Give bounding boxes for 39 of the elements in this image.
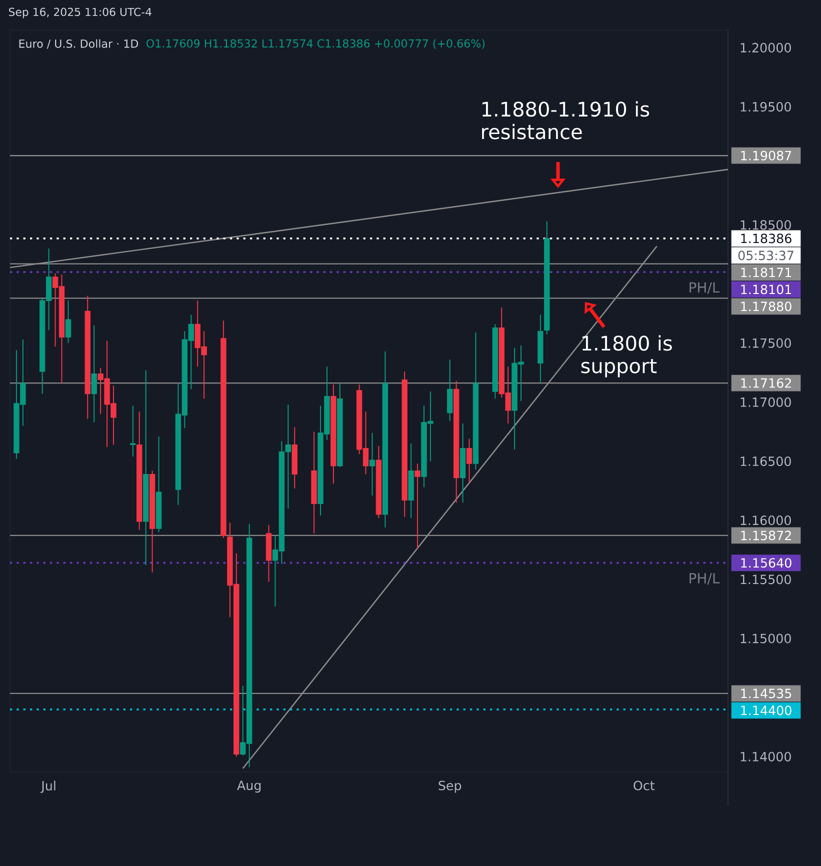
x-tick-label: Oct [634,780,655,790]
annotation: PH/L [690,573,720,585]
x-tick-label: Jul [40,780,56,793]
x-tick-label: Sep [438,780,462,793]
x-tick-label: Aug [237,780,261,793]
candlestick [447,359,453,422]
ref-line-label: 1.18171 [741,268,792,278]
text: O1.17609 H1.18532 L1.17574 C1.18386 +0.00777 (+0.66%) [146,39,485,49]
y-tick-label: 1.17500 [740,338,791,348]
ref-line-label: 1.18386 [741,234,792,244]
candlestick [91,324,97,423]
ref-line-label: 1.14535 [741,688,792,698]
candlestick [369,432,376,496]
y-tick-label: 1.14000 [740,752,791,762]
y-tick-label: 1.17000 [740,397,791,407]
annotation: 1.1800 is support [581,335,672,378]
candlestick [130,405,136,458]
ref-line-label: 1.17880 [741,302,792,312]
y-tick-label: 1.16500 [740,456,791,466]
y-tick-label: 1.20000 [740,42,791,53]
ref-line-label: 1.17162 [741,378,791,388]
text: Sep 16, 2025 11:06 UTC-4 [8,8,152,18]
candlestick [65,300,72,344]
candlestick [414,463,420,550]
ref-line-label: 1.19087 [741,150,792,160]
y-tick-label: 1.15000 [740,634,791,644]
y-tick-label: 1.19500 [740,102,791,112]
ref-line-label: 1.15872 [741,530,791,540]
annotation: PH/L [690,282,720,294]
ref-line-label: 1.18101 [741,284,792,294]
y-tick-label: 1.15500 [740,574,791,584]
annotation: 1.1880-1.1910 is resistance [482,101,650,140]
ref-line-label: 1.15640 [741,558,792,568]
y-tick-label: 1.18500 [740,220,791,230]
text: 05:53:37 [738,250,794,260]
candlestick [466,438,472,484]
ref-line-label: 1.14400 [741,706,792,716]
y-tick-label: 1.16000 [740,516,791,526]
text: Euro / U.S. Dollar · 1D [19,39,138,49]
